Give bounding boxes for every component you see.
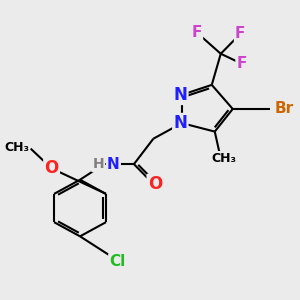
Text: O: O bbox=[148, 175, 162, 193]
Text: CH₃: CH₃ bbox=[211, 152, 236, 165]
Text: CH₃: CH₃ bbox=[4, 141, 29, 154]
Text: N: N bbox=[173, 86, 187, 104]
Text: N: N bbox=[173, 114, 187, 132]
Text: N: N bbox=[107, 157, 120, 172]
Text: F: F bbox=[235, 26, 245, 41]
Text: H: H bbox=[92, 157, 104, 171]
Text: F: F bbox=[192, 25, 202, 40]
Text: F: F bbox=[236, 56, 247, 71]
Text: Cl: Cl bbox=[109, 254, 126, 269]
Text: Br: Br bbox=[275, 101, 294, 116]
Text: O: O bbox=[44, 159, 59, 177]
